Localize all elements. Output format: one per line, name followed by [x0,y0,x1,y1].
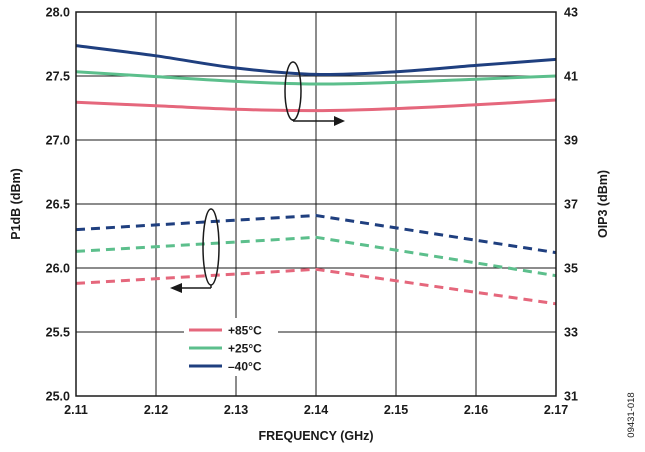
y-tick-label-left: 26.5 [46,198,70,212]
y-tick-label-left: 25.0 [46,390,70,404]
x-tick-label: 2.17 [544,403,568,417]
legend: +85°C +25°C –40°C [184,318,278,376]
y-tick-label-right: 43 [564,6,578,20]
grid [75,11,557,397]
x-tick-label: 2.15 [384,403,408,417]
plot-frame [75,11,557,397]
legend-label: +25°C [228,342,262,356]
y-tick-label-right: 31 [564,390,578,404]
oip3-line-minus40c [75,44,557,77]
y-tick-label-right: 33 [564,326,578,340]
y-tick-label-left: 28.0 [46,6,70,20]
p1db-line-plus25c [75,235,557,278]
legend-label: –40°C [228,360,262,374]
figure-id: 09431-018 [626,392,637,437]
oip3-line-plus25c [75,70,557,86]
y-axis-title-left: P1dB (dBm) [9,168,23,240]
annotations [170,61,345,293]
x-axis-title: FREQUENCY (GHz) [258,429,373,443]
y-axis-title-right: OIP3 (dBm) [596,170,610,238]
y-tick-label-right: 41 [564,70,578,84]
x-tick-label: 2.14 [304,403,328,417]
p1db-arrow-head [170,283,182,293]
x-tick-label: 2.12 [144,403,168,417]
y-tick-label-right: 35 [564,262,578,276]
y-tick-label-left: 27.5 [46,70,70,84]
y-tick-label-left: 25.5 [46,326,70,340]
oip3-arrow-head [334,116,345,126]
x-tick-label: 2.16 [464,403,488,417]
p1db-line-minus40c [75,214,557,255]
y-tick-label-right: 39 [564,134,578,148]
y-tick-label-left: 27.0 [46,134,70,148]
p1db-line-plus85c [75,267,557,306]
y-tick-label-right: 37 [564,198,578,212]
x-tick-label: 2.11 [64,403,88,417]
oip3-line-plus85c [75,98,557,113]
legend-label: +85°C [228,324,262,338]
y-tick-label-left: 26.0 [46,262,70,276]
series-group [75,44,557,306]
tick-labels: 2.11 2.12 2.13 2.14 2.15 2.16 2.17 25.0 25.5 26.0… [46,6,578,418]
x-tick-label: 2.13 [224,403,248,417]
